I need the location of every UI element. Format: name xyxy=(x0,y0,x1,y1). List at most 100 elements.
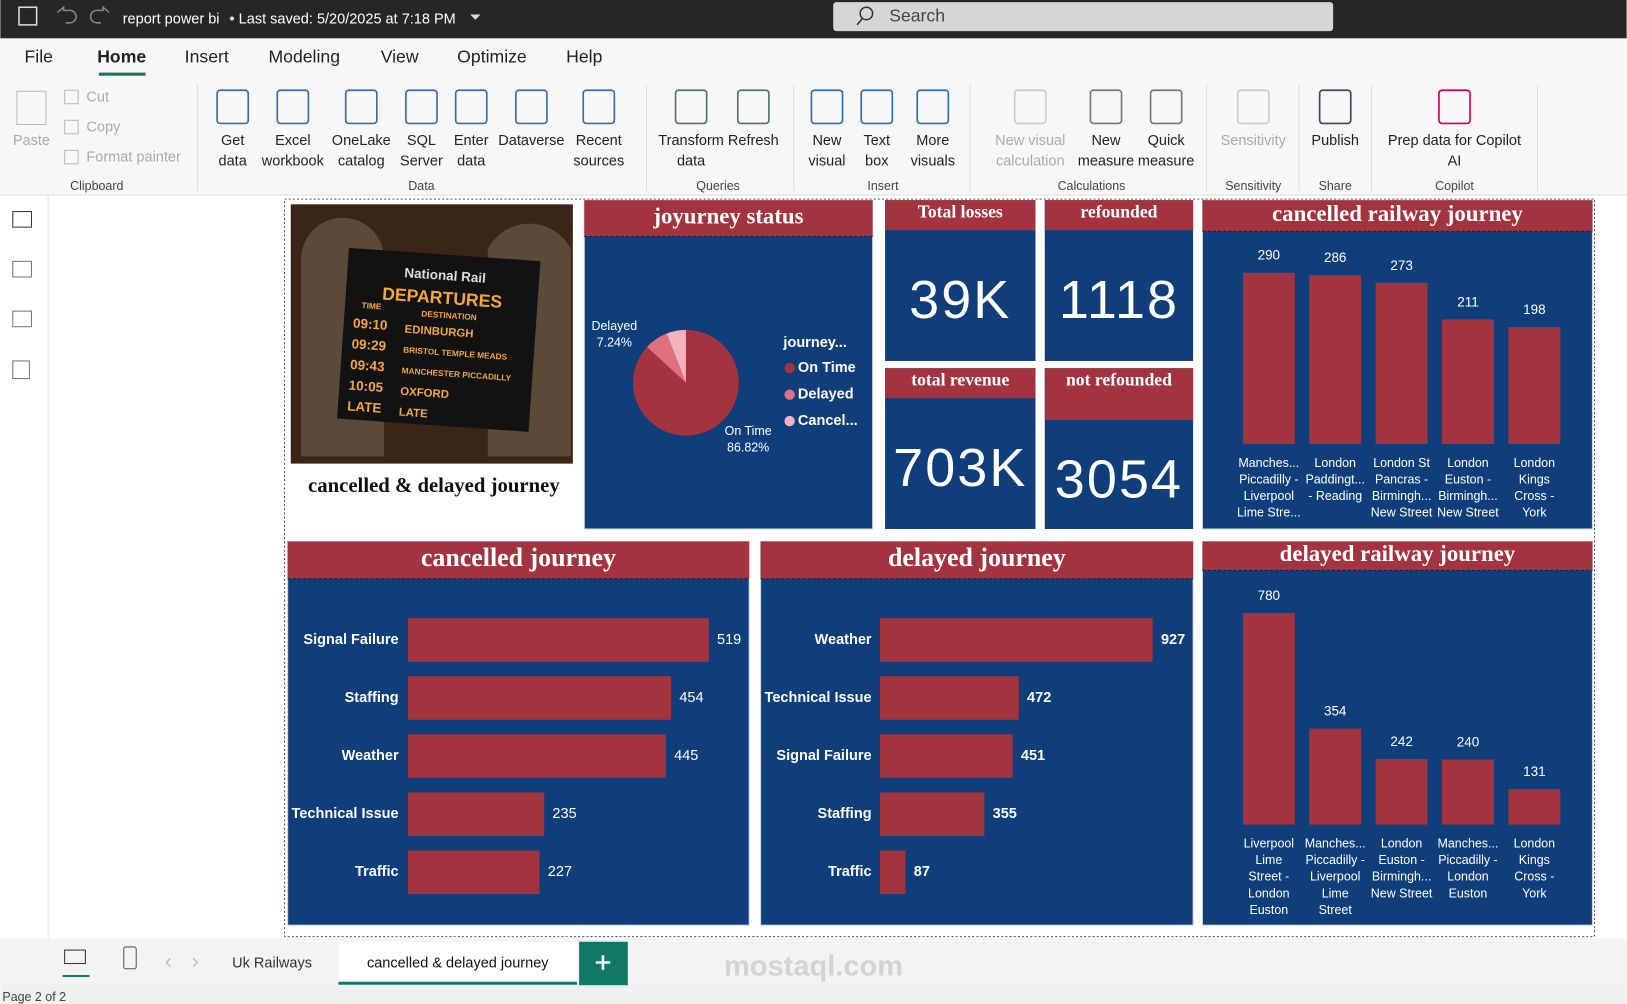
card-header xyxy=(1044,368,1194,421)
search-icon xyxy=(859,6,874,21)
data-label: 240 xyxy=(1457,734,1479,749)
image-title: cancelled & delayed journey xyxy=(308,475,560,497)
redo-icon[interactable] xyxy=(89,5,110,24)
bar xyxy=(879,618,1153,662)
report-view-icon[interactable] xyxy=(12,211,32,228)
ribbon-button[interactable]: data xyxy=(457,154,486,170)
ribbon-button[interactable]: New xyxy=(812,133,842,149)
dax-view-icon[interactable] xyxy=(12,360,30,380)
legend-entry[interactable]: Cancel... xyxy=(798,413,858,429)
ribbon-button[interactable]: data xyxy=(219,154,248,170)
y-tick-label: Traffic xyxy=(828,864,872,880)
board-time: 09:10 xyxy=(353,316,388,333)
menu-tab[interactable]: Insert xyxy=(185,47,229,67)
pie-slice xyxy=(646,333,686,383)
ribbon-button[interactable]: New visual xyxy=(995,133,1065,149)
x-tick-label: Liverpool xyxy=(1310,870,1360,884)
ribbon-button[interactable]: AI xyxy=(1448,154,1462,170)
pie-slice xyxy=(666,329,686,383)
card-value: 39K xyxy=(909,270,1011,330)
table-view-icon[interactable] xyxy=(12,260,32,278)
ribbon-button[interactable]: Enter xyxy=(454,133,489,149)
chart-title: joyurney status xyxy=(652,204,803,229)
board-col: TIME xyxy=(361,300,382,311)
legend-entry[interactable]: Delayed xyxy=(798,386,854,402)
ribbon-button[interactable]: OneLake xyxy=(332,133,391,149)
bar xyxy=(407,792,545,836)
card-title: refounded xyxy=(1080,202,1157,222)
x-tick-label: New Street xyxy=(1371,506,1433,520)
ribbon-button[interactable]: visual xyxy=(808,154,845,170)
ribbon-button[interactable]: visuals xyxy=(911,154,955,170)
x-tick-label: Euston xyxy=(1449,886,1488,900)
active-tab[interactable] xyxy=(338,941,578,986)
ribbon-button[interactable]: Paste xyxy=(13,133,50,149)
ribbon-button[interactable]: Transform xyxy=(658,133,724,149)
desktop-icon[interactable] xyxy=(64,949,86,965)
undo-icon[interactable] xyxy=(56,5,77,24)
ribbon-button[interactable]: SQL xyxy=(407,133,436,149)
tab-prev[interactable] xyxy=(165,957,171,968)
ribbon-icon xyxy=(1318,89,1352,125)
ribbon-button[interactable]: Cut xyxy=(86,89,109,105)
slice-value: 7.24% xyxy=(597,336,632,350)
ribbon-button[interactable]: Server xyxy=(400,154,443,170)
menu-tab[interactable]: Home xyxy=(97,47,146,67)
x-tick-label: London xyxy=(1314,456,1356,470)
ribbon-button[interactable]: data xyxy=(677,154,706,170)
tab-next[interactable] xyxy=(192,957,199,968)
ribbon-button[interactable]: Recent xyxy=(576,133,622,149)
y-tick-label: Signal Failure xyxy=(303,632,398,648)
y-tick-label: Signal Failure xyxy=(776,748,871,764)
save-icon[interactable] xyxy=(18,6,38,26)
ribbon-button[interactable]: Quick xyxy=(1148,133,1186,149)
bar xyxy=(1442,319,1494,444)
ribbon-button[interactable]: measure xyxy=(1138,154,1194,170)
legend-title: journey... xyxy=(782,335,846,351)
ribbon-button[interactable]: calculation xyxy=(996,154,1065,170)
menu-tab[interactable]: Optimize xyxy=(457,47,527,67)
menu-tab[interactable]: File xyxy=(25,47,54,67)
ribbon-button[interactable]: sources xyxy=(573,154,624,170)
card-header xyxy=(885,368,1036,399)
ribbon-button[interactable]: Dataverse xyxy=(498,133,564,149)
ribbon-button[interactable]: Refresh xyxy=(728,133,779,149)
ribbon-button[interactable]: measure xyxy=(1078,154,1134,170)
ribbon-icon xyxy=(1236,89,1270,125)
search-box[interactable] xyxy=(833,2,1334,32)
title-caret[interactable] xyxy=(470,14,481,20)
menu-tab[interactable]: View xyxy=(381,47,419,67)
ribbon-button[interactable]: Get xyxy=(221,133,244,149)
ribbon-button[interactable]: New xyxy=(1091,133,1121,149)
page-tab[interactable]: cancelled & delayed journey xyxy=(367,955,549,971)
slice-label: Delayed xyxy=(592,319,638,333)
ribbon-button[interactable]: Sensitivity xyxy=(1221,133,1287,149)
slice-value: 86.82% xyxy=(727,440,769,454)
bar xyxy=(879,850,906,895)
menu-tab[interactable]: Help xyxy=(566,47,602,67)
mobile-icon[interactable] xyxy=(123,946,137,970)
ribbon-button[interactable]: Prep data for Copilot xyxy=(1388,133,1521,149)
ribbon-button[interactable]: Text xyxy=(863,133,890,149)
model-view-icon[interactable] xyxy=(12,310,32,328)
last-saved: • Last saved: 5/20/2025 at 7:18 PM xyxy=(230,12,456,28)
add-page-plus xyxy=(595,955,611,970)
ribbon-button[interactable]: catalog xyxy=(338,154,385,170)
pie-slice xyxy=(633,329,739,436)
ribbon-button[interactable]: Publish xyxy=(1311,133,1359,149)
ribbon-button[interactable]: Format painter xyxy=(86,149,181,165)
bar xyxy=(1375,758,1428,825)
bar xyxy=(407,734,666,778)
ribbon-button[interactable]: Copy xyxy=(86,119,121,135)
data-label: 273 xyxy=(1390,258,1412,273)
x-tick-label: New Street xyxy=(1437,506,1499,520)
group-label: Data xyxy=(408,179,434,193)
ribbon-icon xyxy=(916,89,950,125)
ribbon-button[interactable]: Excel xyxy=(275,133,311,149)
ribbon-button[interactable]: workbook xyxy=(261,154,325,170)
legend-entry[interactable]: On Time xyxy=(798,360,856,376)
page-tab[interactable]: Uk Railways xyxy=(232,955,312,971)
ribbon-button[interactable]: More xyxy=(916,133,949,149)
ribbon-button[interactable]: box xyxy=(865,154,889,170)
menu-tab[interactable]: Modeling xyxy=(268,47,340,67)
